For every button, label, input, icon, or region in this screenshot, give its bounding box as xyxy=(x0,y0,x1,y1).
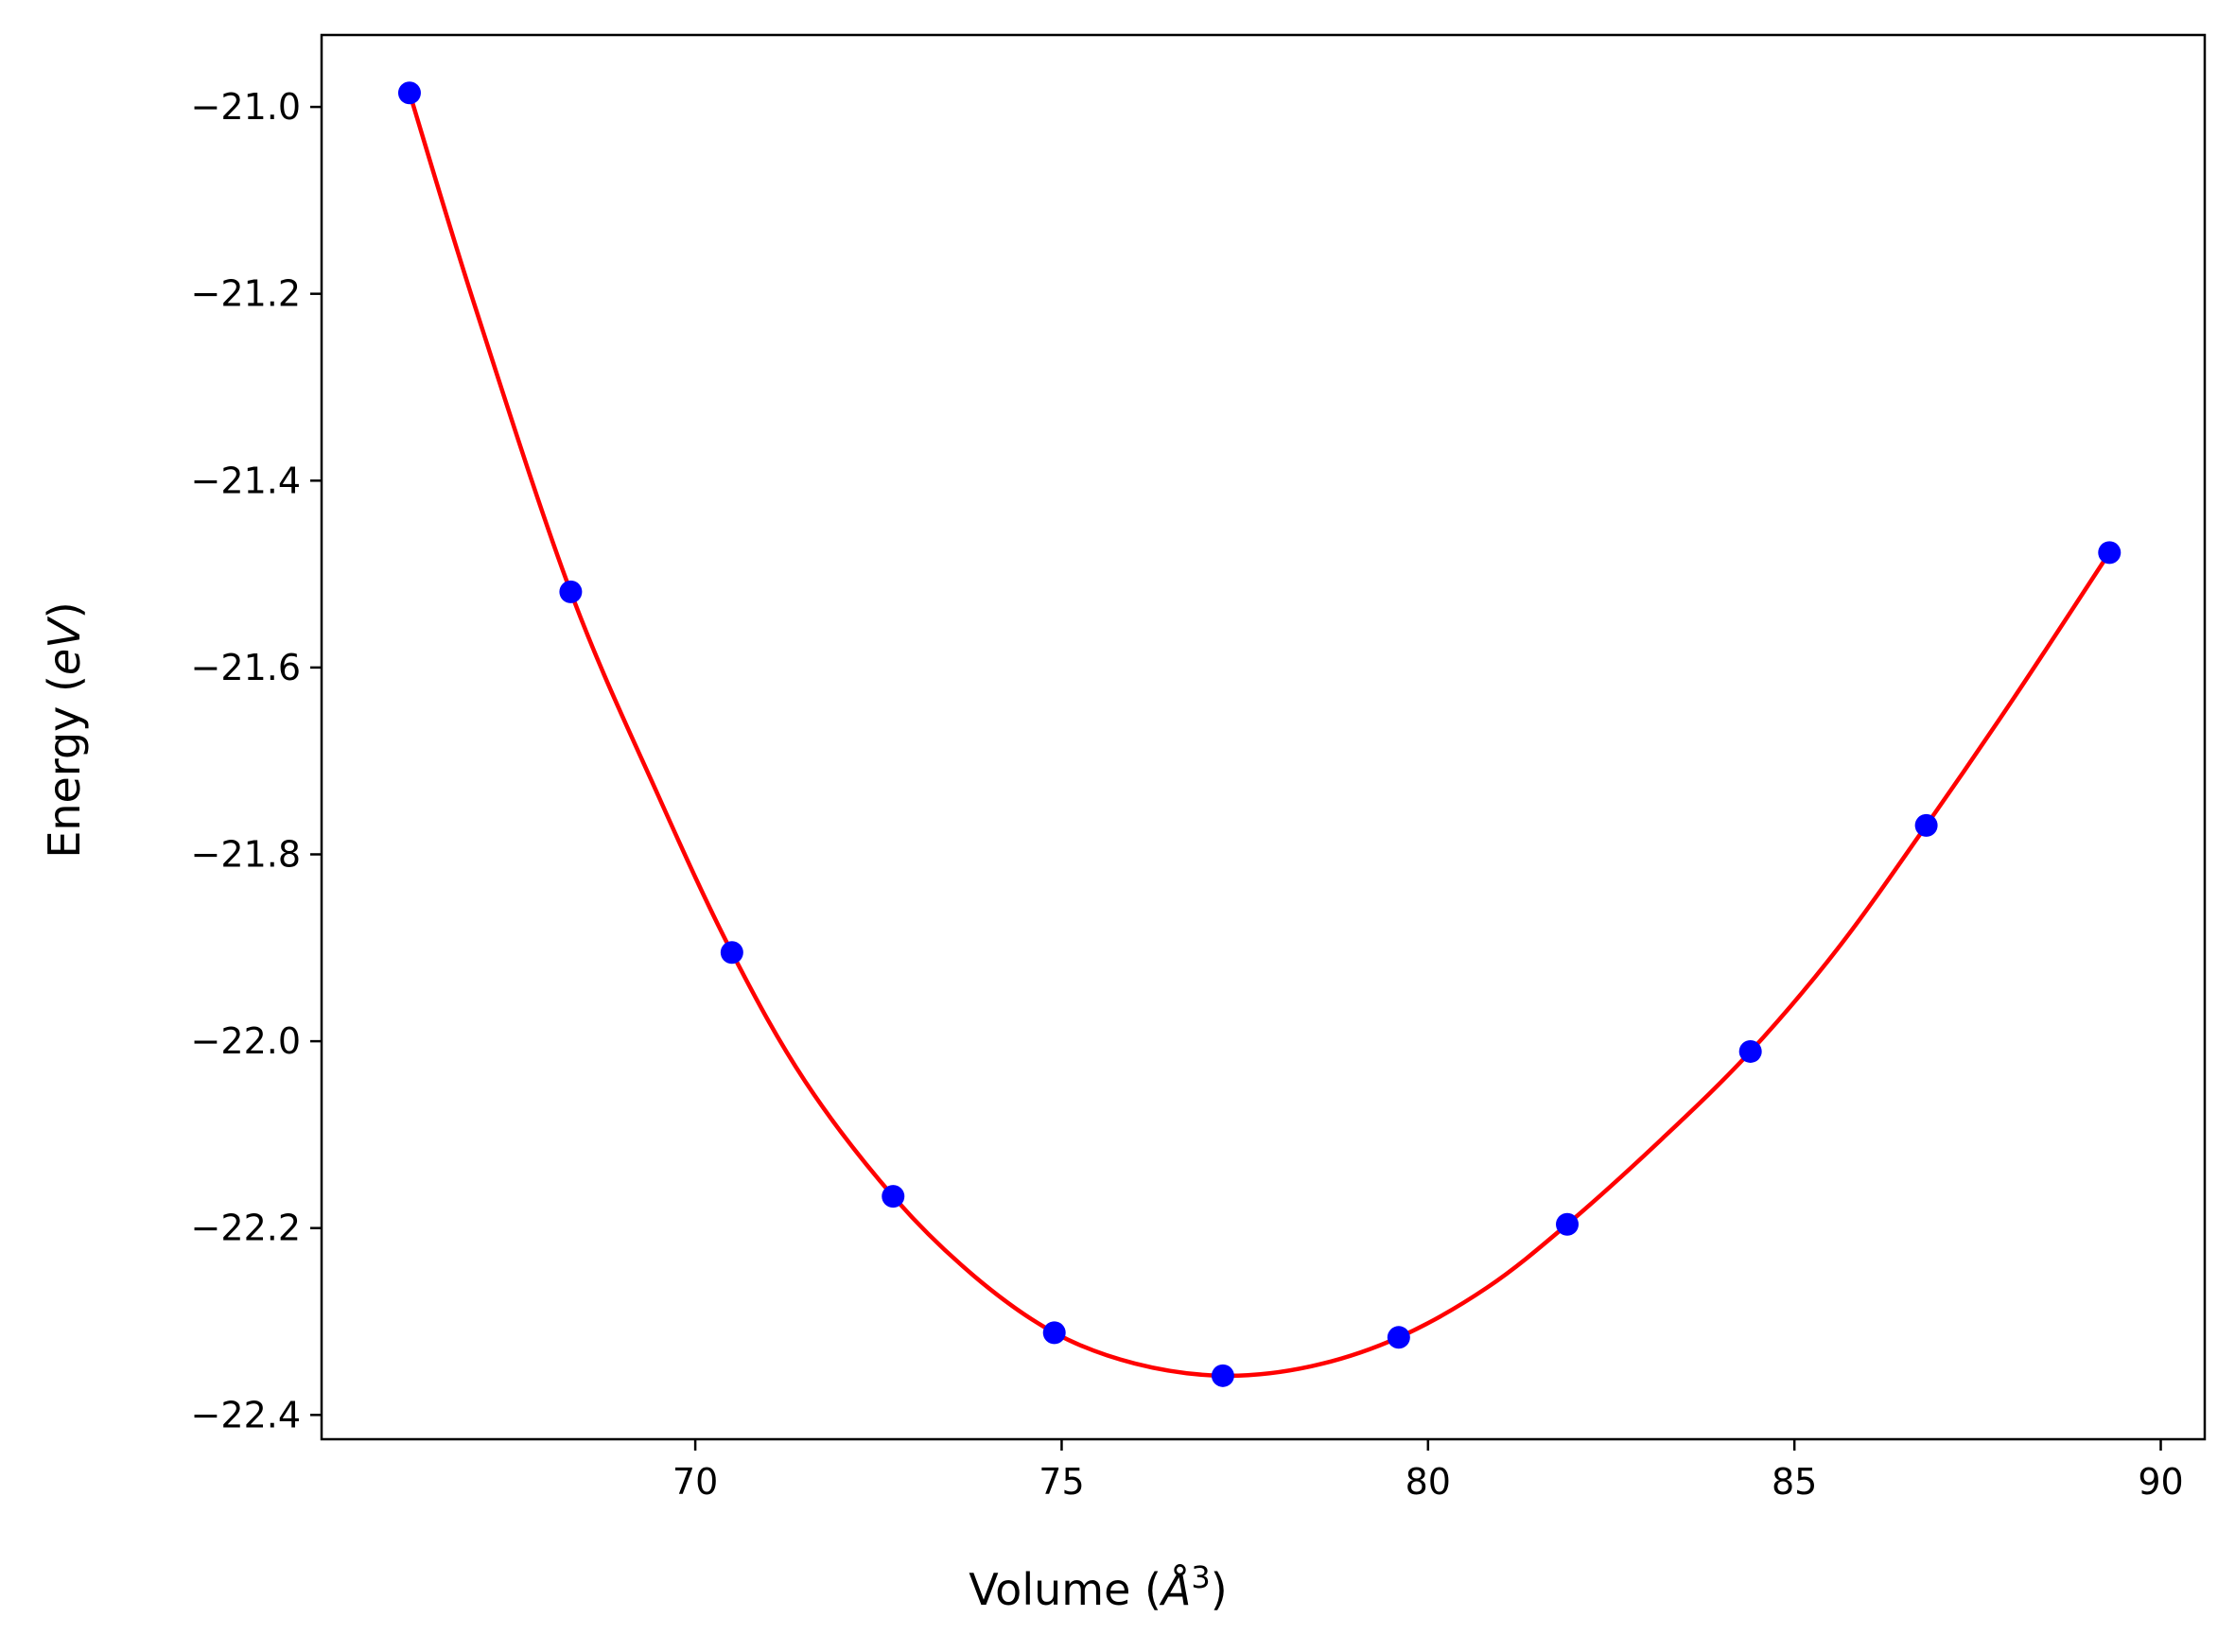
data-point xyxy=(559,580,583,603)
data-point xyxy=(1211,1364,1234,1387)
y-axis-label-unit: eV xyxy=(39,616,90,675)
x-tick-label: 85 xyxy=(1772,1461,1817,1503)
axes-frame xyxy=(320,33,2207,1441)
x-axis-label-suffix: ) xyxy=(1211,1564,1228,1615)
x-axis-ticks: 70 75 80 85 90 xyxy=(672,1439,2184,1503)
data-point xyxy=(1387,1326,1410,1349)
x-tick-label: 90 xyxy=(2138,1461,2183,1503)
y-tick-label: −21.6 xyxy=(191,647,301,688)
y-tick-label: −22.2 xyxy=(191,1208,301,1249)
data-point xyxy=(720,941,743,965)
y-tick-label: −21.2 xyxy=(191,273,301,315)
data-points xyxy=(397,81,2122,1387)
x-axis-label-power: 3 xyxy=(1191,1559,1210,1595)
y-tick-label: −21.8 xyxy=(191,833,301,875)
x-axis-label: Volume (Å3) xyxy=(969,1559,1227,1615)
x-tick-label: 80 xyxy=(1406,1461,1451,1503)
y-axis-label-suffix: ) xyxy=(39,601,90,618)
data-point xyxy=(1914,813,1938,837)
y-tick-label: −22.0 xyxy=(191,1020,301,1062)
x-tick-label: 75 xyxy=(1039,1461,1084,1503)
x-axis-label-symbol: Å xyxy=(1159,1564,1191,1615)
x-axis-label-prefix: Volume ( xyxy=(969,1564,1161,1615)
data-point xyxy=(882,1185,905,1209)
data-point xyxy=(1738,1039,1762,1063)
data-point xyxy=(397,81,421,105)
y-axis-label-prefix: Energy ( xyxy=(39,675,90,859)
data-point xyxy=(1042,1321,1066,1345)
y-axis-ticks: −21.0 −21.2 −21.4 −21.6 −21.8 −22.0 −22.2 −22.4 xyxy=(191,86,322,1435)
data-point xyxy=(1556,1212,1580,1236)
y-axis-label: Energy (eV) xyxy=(39,601,90,858)
y-tick-label: −22.4 xyxy=(191,1394,301,1435)
y-tick-label: −21.0 xyxy=(191,86,301,128)
x-tick-label: 70 xyxy=(672,1461,718,1503)
plot-area xyxy=(397,81,2122,1387)
data-point xyxy=(2098,541,2122,565)
y-tick-label: −21.4 xyxy=(191,460,301,501)
fit-curve xyxy=(407,91,2112,1379)
